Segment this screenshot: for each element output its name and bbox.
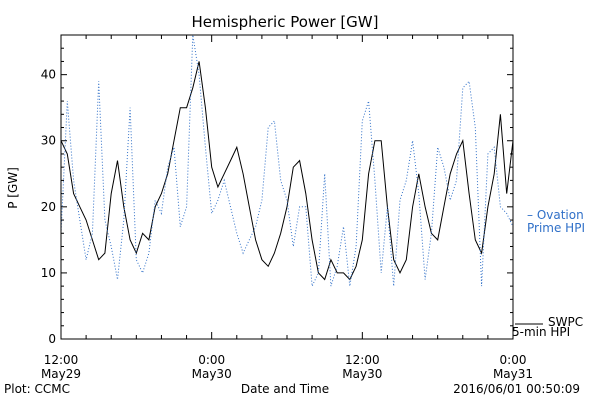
plot-frame (60, 34, 514, 340)
y-tick-label: 20 (41, 200, 56, 214)
x-tick-label-time: 12:00 (44, 353, 79, 367)
x-tick-label-day: May30 (192, 367, 232, 381)
x-tick-label-day: May29 (41, 367, 81, 381)
x-tick-label-time: 0:00 (500, 353, 527, 367)
y-tick-label: 40 (41, 68, 56, 82)
x-tick-label-time: 12:00 (345, 353, 380, 367)
legend-ovation-line1: – Ovation (527, 208, 584, 222)
series-line-swpc-5-min-hpi (60, 61, 514, 281)
y-tick-label: 10 (41, 266, 56, 280)
x-tick-label-time: 0:00 (198, 353, 225, 367)
y-tick-label: 0 (48, 332, 56, 346)
legend: – Ovation Prime HPI SWPC 5-min HPI (512, 208, 585, 339)
chart-title: Hemispheric Power [GW] (192, 13, 379, 31)
series-line-ovation-prime-hpi (60, 34, 514, 288)
legend-ovation-line2: Prime HPI (527, 221, 585, 235)
legend-swpc-line1: SWPC (548, 315, 583, 329)
plot-area: 01020304012:00May290:00May3012:00May300:… (41, 34, 533, 381)
y-axis-label: P [GW] (6, 167, 20, 209)
plot-credit: Plot: CCMC (4, 382, 70, 396)
x-tick-label-day: May30 (342, 367, 382, 381)
x-tick-label-day: May31 (493, 367, 533, 381)
timestamp: 2016/06/01 00:50:09 (453, 382, 580, 396)
x-axis-label: Date and Time (241, 382, 329, 396)
legend-swpc-line2: 5-min HPI (512, 325, 570, 339)
y-tick-label: 30 (41, 134, 56, 148)
